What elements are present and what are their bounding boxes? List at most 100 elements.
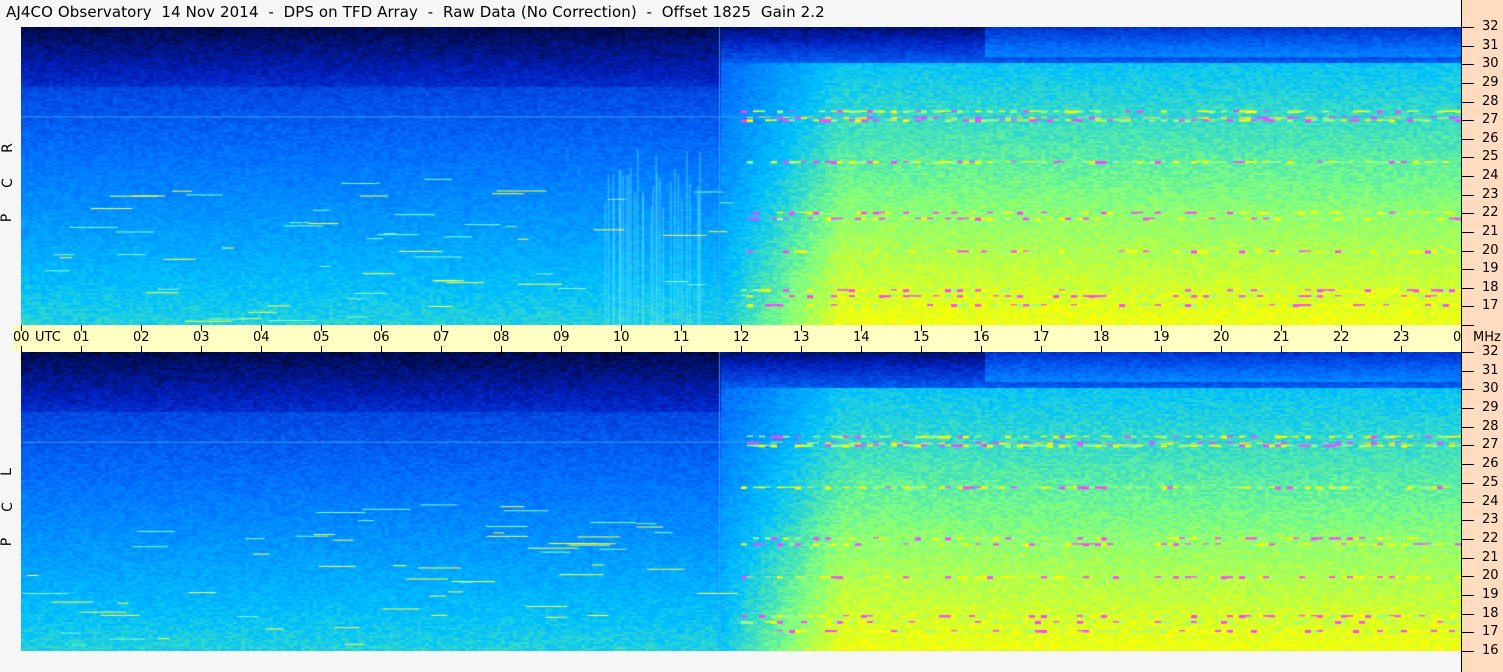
freq-tick-label: 28: [1482, 93, 1499, 109]
time-tick-mark: [681, 325, 682, 331]
lcp-spectrogram: [21, 352, 1461, 651]
freq-tick-mark: [1462, 231, 1474, 233]
time-tick-label: 21: [1273, 330, 1290, 345]
freq-tick-label: 23: [1482, 512, 1499, 528]
time-tick-mark: [801, 346, 802, 352]
freq-tick-label: 26: [1482, 130, 1499, 146]
time-tick-mark: [981, 325, 982, 331]
time-tick-label: 08: [493, 330, 510, 345]
time-tick-mark: [1101, 325, 1102, 331]
time-tick-label: 20: [1213, 330, 1230, 345]
freq-tick-mark: [1462, 520, 1474, 522]
polarization-label: C: [0, 178, 16, 188]
freq-tick-mark: [1462, 501, 1474, 503]
freq-tick-label: 18: [1482, 605, 1499, 621]
freq-tick-label: 28: [1482, 418, 1499, 434]
time-tick-mark: [141, 325, 142, 331]
time-tick-mark: [621, 346, 622, 352]
freq-tick-label: 32: [1482, 344, 1499, 359]
freq-tick-label: 20: [1482, 242, 1499, 258]
freq-tick-mark: [1462, 138, 1474, 140]
time-tick-label: 22: [1333, 330, 1350, 345]
time-tick-mark: [21, 346, 22, 352]
chart-title: AJ4CO Observatory 14 Nov 2014 - DPS on T…: [6, 3, 825, 21]
freq-tick-label: 17: [1482, 624, 1499, 640]
freq-tick-mark: [1462, 389, 1474, 391]
time-tick-label: 02: [133, 330, 150, 345]
time-tick-mark: [861, 325, 862, 331]
time-tick-mark: [741, 346, 742, 352]
time-tick-label: 05: [313, 330, 330, 345]
freq-tick-mark: [1462, 287, 1474, 289]
freq-tick-mark: [1462, 82, 1474, 84]
time-tick-mark: [81, 346, 82, 352]
time-tick-label: 10: [613, 330, 630, 345]
freq-tick-mark: [1462, 213, 1474, 215]
freq-tick-mark: [1462, 370, 1474, 372]
freq-tick-label: 22: [1482, 530, 1499, 546]
time-tick-mark: [201, 346, 202, 352]
time-tick-label: 23: [1393, 330, 1410, 345]
time-tick-mark: [1341, 346, 1342, 352]
freq-tick-label: 16: [1482, 643, 1499, 658]
freq-tick-label: 27: [1482, 112, 1499, 128]
freq-tick-mark: [1462, 594, 1474, 596]
freq-tick-mark: [1462, 194, 1474, 196]
time-tick-mark: [261, 325, 262, 331]
freq-tick-mark: [1462, 101, 1474, 103]
time-tick-mark: [921, 325, 922, 331]
time-tick-label: 12: [733, 330, 750, 345]
time-tick-mark: [141, 346, 142, 352]
freq-tick-label: 22: [1482, 205, 1499, 221]
time-tick-mark: [1281, 346, 1282, 352]
freq-tick-mark: [1462, 325, 1474, 326]
time-tick-mark: [321, 325, 322, 331]
freq-tick-label: 23: [1482, 186, 1499, 202]
freq-tick-label: 24: [1482, 168, 1499, 183]
polarization-label: P: [0, 213, 16, 223]
frequency-axis: 32 31 30 29 28 27 26 25 24 23 22 21 20 19 18 17 32 31 30 29…: [1461, 0, 1503, 672]
time-tick-mark: [1161, 325, 1162, 331]
time-tick-mark: [1281, 325, 1282, 331]
time-tick-mark: [981, 346, 982, 352]
time-tick-label: 18: [1093, 330, 1110, 345]
freq-tick-mark: [1462, 45, 1474, 47]
time-tick-mark: [1401, 346, 1402, 352]
time-tick-label: 09: [553, 330, 570, 345]
time-tick-label: 00: [13, 330, 30, 345]
time-tick-mark: [381, 325, 382, 331]
freq-tick-mark: [1462, 445, 1474, 447]
time-tick-mark: [501, 346, 502, 352]
time-tick-label: 14: [853, 330, 870, 345]
time-axis-unit: UTC: [35, 330, 61, 345]
rcp-spectrogram: [21, 27, 1461, 325]
freq-tick-mark: [1462, 176, 1474, 177]
time-tick-label: 13: [793, 330, 810, 345]
freq-tick-label: 30: [1482, 56, 1499, 72]
freq-tick-mark: [1462, 64, 1474, 66]
time-tick-mark: [861, 346, 862, 352]
freq-tick-mark: [1462, 120, 1474, 122]
freq-tick-mark: [1462, 352, 1474, 353]
time-tick-mark: [1401, 325, 1402, 331]
freq-tick-mark: [1462, 306, 1474, 308]
freq-tick-mark: [1462, 250, 1474, 252]
freq-tick-label: 21: [1482, 223, 1499, 239]
time-tick-mark: [1041, 325, 1042, 331]
freq-tick-mark: [1462, 157, 1474, 159]
time-tick-mark: [921, 346, 922, 352]
time-tick-mark: [1221, 325, 1222, 331]
freq-tick-label: 18: [1482, 279, 1499, 295]
time-tick-mark: [381, 346, 382, 352]
time-tick-mark: [321, 346, 322, 352]
time-tick-label: 04: [253, 330, 270, 345]
time-axis: UTC 00 01 02 03 04 05 06 07 08 09 10 11 12 13 14 15 16 17…: [13, 325, 1473, 352]
time-tick-label: 06: [373, 330, 390, 345]
freq-tick-mark: [1462, 632, 1474, 634]
freq-tick-label: 19: [1482, 586, 1499, 602]
time-tick-label: 11: [673, 330, 690, 345]
freq-tick-mark: [1462, 464, 1474, 466]
time-tick-mark: [681, 346, 682, 352]
frequency-axis-unit: MHz: [1473, 330, 1501, 345]
time-tick-label: 19: [1153, 330, 1170, 345]
